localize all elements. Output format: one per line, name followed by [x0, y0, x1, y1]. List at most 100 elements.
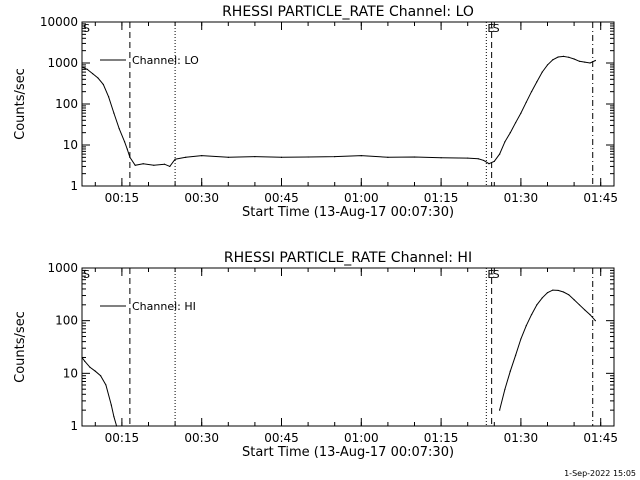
data-point [499, 153, 500, 154]
x-tick-label: 00:45 [264, 191, 299, 205]
y-tick-label: 10 [63, 138, 78, 152]
data-point [483, 160, 484, 161]
data-point [119, 128, 120, 129]
data-point [441, 157, 442, 158]
data-point [595, 320, 596, 321]
data-point [153, 165, 154, 166]
x-axis-label: Start Time (13-Aug-17 00:07:30) [242, 445, 454, 460]
data-point [127, 148, 128, 149]
data-point [579, 61, 580, 62]
x-tick-label: 01:15 [424, 191, 459, 205]
x-tick-label: 00:45 [264, 431, 299, 445]
series-line [500, 290, 596, 410]
data-point [595, 60, 596, 61]
data-point [574, 299, 575, 300]
data-point [116, 425, 117, 426]
data-point [552, 290, 553, 291]
data-point [87, 69, 88, 70]
data-point [563, 56, 564, 57]
data-point [589, 314, 590, 315]
data-point [135, 165, 136, 166]
plot-timestamp: 1-Sep-2022 15:05 [564, 469, 636, 478]
data-point [84, 361, 85, 362]
x-tick-label: 01:30 [504, 431, 539, 445]
data-point [97, 77, 98, 78]
data-point [520, 112, 521, 113]
data-point [113, 112, 114, 113]
y-axis-label: Counts/sec [13, 311, 28, 383]
x-axis-label: Start Time (13-Aug-17 00:07:30) [242, 205, 454, 220]
data-point [129, 157, 130, 158]
data-point [547, 64, 548, 65]
data-point [547, 292, 548, 293]
data-point [536, 304, 537, 305]
data-point [281, 157, 282, 158]
data-point [103, 84, 104, 85]
data-point [563, 291, 564, 292]
data-point [552, 59, 553, 60]
y-tick-label: 10000 [40, 15, 78, 29]
data-point [414, 156, 415, 157]
data-point [558, 56, 559, 57]
data-point [111, 404, 112, 405]
data-point [113, 416, 114, 417]
data-point [143, 163, 144, 164]
data-point [254, 156, 255, 157]
data-point [526, 325, 527, 326]
data-point [536, 81, 537, 82]
data-point [542, 297, 543, 298]
data-point [124, 141, 125, 142]
data-point [499, 410, 500, 411]
event-marker-label: S [83, 268, 90, 281]
data-point [542, 71, 543, 72]
data-point [81, 66, 82, 67]
event-marker-label: S [83, 22, 90, 35]
legend-label: Channel: LO [132, 54, 199, 67]
x-tick-label: 00:30 [184, 431, 219, 445]
x-tick-label: 01:00 [344, 431, 379, 445]
y-tick-label: 1000 [47, 261, 78, 275]
y-tick-label: 10 [63, 366, 78, 380]
chart-title: RHESSI PARTICLE_RATE Channel: HI [224, 250, 472, 266]
data-point [504, 389, 505, 390]
data-point [81, 357, 82, 358]
data-point [334, 156, 335, 157]
series-line [82, 358, 117, 427]
data-point [89, 367, 90, 368]
data-point [175, 159, 176, 160]
data-point [589, 62, 590, 63]
y-tick-label: 1 [70, 179, 78, 193]
data-point [228, 157, 229, 158]
y-tick-label: 1000 [47, 56, 78, 70]
x-tick-label: 00:30 [184, 191, 219, 205]
data-point [478, 158, 479, 159]
x-tick-label: 01:15 [424, 431, 459, 445]
data-point [164, 164, 165, 165]
data-point [510, 132, 511, 133]
data-point [558, 290, 559, 291]
x-tick-label: 01:45 [583, 431, 618, 445]
data-point [92, 73, 93, 74]
data-point [361, 155, 362, 156]
data-point [531, 314, 532, 315]
plot-frame [82, 268, 614, 426]
data-point [105, 384, 106, 385]
data-point [526, 102, 527, 103]
event-marker-label: S [493, 22, 500, 35]
data-point [568, 294, 569, 295]
data-point [201, 155, 202, 156]
x-tick-label: 00:15 [105, 191, 140, 205]
data-point [488, 163, 489, 164]
series-line [82, 56, 595, 166]
data-point [494, 161, 495, 162]
legend-label: Channel: HI [132, 300, 196, 313]
x-tick-label: 00:15 [105, 431, 140, 445]
y-axis-label: Counts/sec [13, 68, 28, 140]
x-tick-label: 01:30 [504, 191, 539, 205]
data-point [108, 96, 109, 97]
plot-frame [82, 22, 614, 186]
data-point [574, 58, 575, 59]
data-point [531, 91, 532, 92]
data-point [584, 309, 585, 310]
